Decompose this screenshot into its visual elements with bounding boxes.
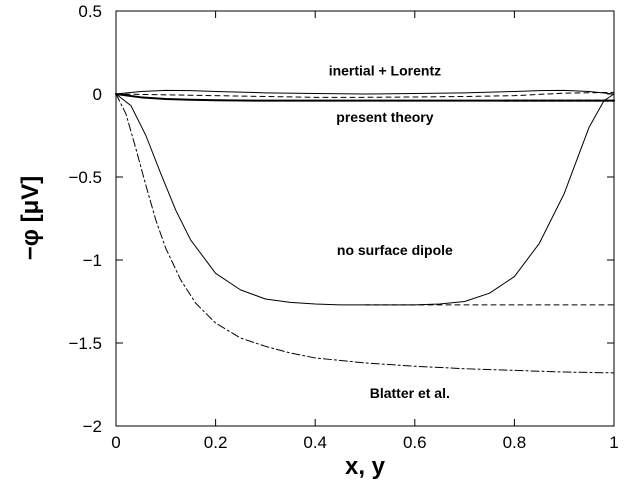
series-line-1 (115, 93, 615, 306)
annotation-4: Blatter et al. (370, 385, 450, 401)
x-tick-label: 0.8 (503, 433, 527, 452)
x-tick-label: 1 (609, 433, 618, 452)
x-tick-label: 0.2 (204, 433, 228, 452)
y-axis-title: −φ [μV] (17, 176, 44, 261)
series-line-7 (115, 91, 615, 98)
series-line-3 (115, 93, 615, 374)
y-tick-label: 0.5 (78, 2, 102, 21)
annotation-1: inertial + Lorentz (329, 63, 441, 79)
annotation-2: present theory (336, 109, 433, 125)
y-tick-label: −2 (83, 417, 102, 436)
series-line-6 (115, 89, 615, 95)
y-tick-label: −0.5 (68, 168, 102, 187)
series-group (115, 89, 615, 374)
x-axis-title: x, y (345, 453, 386, 480)
x-tick-label: 0.6 (403, 433, 427, 452)
y-tick-label: −1.5 (68, 334, 102, 353)
plot-frame (115, 10, 615, 427)
x-tick-label: 0 (111, 433, 120, 452)
annotation-3: no surface dipole (337, 242, 453, 258)
annotations: inertial + Lorentz present theory no surfa… (329, 63, 453, 401)
y-tick-label: −1 (83, 251, 102, 270)
tick-labels: 0 0.2 0.4 0.6 0.8 1 0.5 0 −0.5 −1 −1.5 −2 (68, 2, 618, 452)
x-tick-label: 0.4 (303, 433, 327, 452)
y-tick-label: 0 (93, 85, 102, 104)
axis-ticks (115, 10, 615, 427)
